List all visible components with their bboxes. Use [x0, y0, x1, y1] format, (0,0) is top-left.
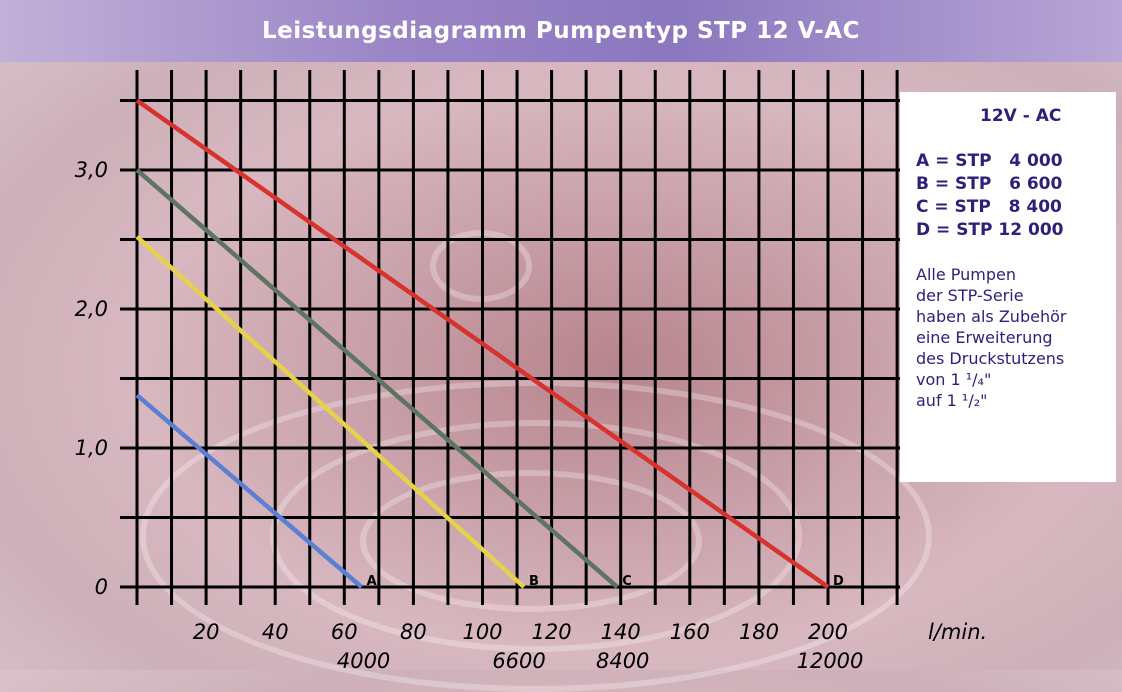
x-tick-label: 80 [400, 620, 427, 644]
legend-box: 12V - AC A = STP 4 000 B = STP 6 600 C =… [900, 92, 1116, 482]
x-tick-label: 120 [532, 620, 572, 644]
x-sub-label: 4000 [337, 649, 390, 670]
x-tick-label: 20 [193, 620, 220, 644]
grid [120, 70, 900, 605]
series-end-label-a: A [367, 574, 377, 589]
x-tick-label: 180 [739, 620, 779, 644]
legend-entry-b: B = STP 6 600 [916, 174, 1063, 194]
legend-list: A = STP 4 000 B = STP 6 600 C = STP 8 40… [916, 150, 1116, 242]
x-tick-label: 100 [462, 620, 502, 644]
x-tick-label: 140 [601, 620, 641, 644]
legend-heading: 12V - AC [980, 106, 1062, 126]
performance-chart: A B C D 0 1,0 2,0 3,0 20 40 60 80 100 120 140 160 180 200… [75, 70, 988, 670]
legend-entry-a: A = STP 4 000 [916, 151, 1063, 171]
title-bar: Leistungsdiagramm Pumpentyp STP 12 V-AC [0, 0, 1122, 62]
series-line-b [135, 235, 526, 589]
series-lines [135, 98, 830, 589]
series-end-label-c: C [622, 574, 632, 589]
x-sub-label: 6600 [492, 649, 545, 670]
x-sub-label: 12000 [797, 649, 864, 670]
legend-note: Alle Pumpen der STP-Serie haben als Zube… [916, 265, 1067, 410]
x-axis-label: l/min. [928, 620, 987, 644]
chart-title: Leistungsdiagramm Pumpentyp STP 12 V-AC [262, 18, 860, 44]
legend-entry-d: D = STP 12 000 [916, 220, 1064, 240]
y-tick-label: 0 [95, 575, 108, 599]
series-end-label-b: B [529, 574, 539, 589]
y-tick-label: 2,0 [75, 297, 108, 321]
x-sub-label: 8400 [596, 649, 649, 670]
y-tick-label: 1,0 [75, 436, 108, 460]
x-tick-label: 60 [331, 620, 358, 644]
x-tick-label: 160 [670, 620, 710, 644]
x-tick-label: 40 [262, 620, 289, 644]
x-tick-label: 200 [808, 620, 848, 644]
series-line-a [135, 393, 364, 589]
series-line-d [135, 98, 830, 589]
axis-labels: A B C D 0 1,0 2,0 3,0 20 40 60 80 100 120 140 160 180 200… [75, 158, 988, 670]
y-tick-label: 3,0 [75, 158, 108, 182]
legend-entry-c: C = STP 8 400 [916, 197, 1062, 217]
series-end-label-d: D [833, 574, 844, 589]
series-line-c [135, 168, 619, 589]
